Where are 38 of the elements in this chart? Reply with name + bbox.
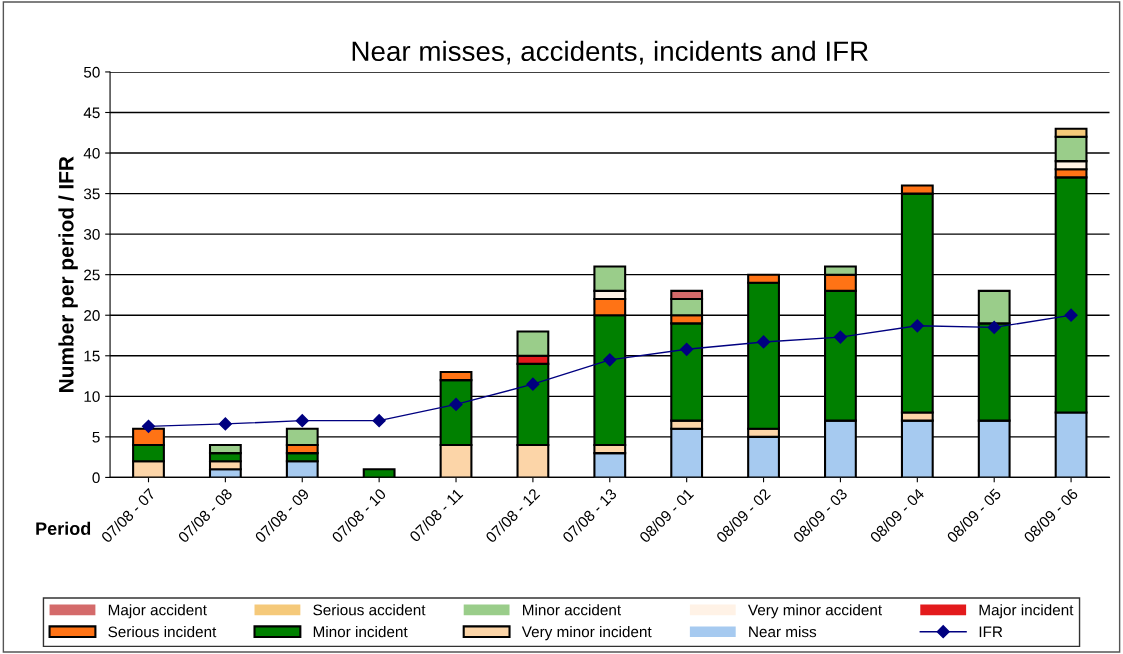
y-tick-label: 5: [92, 431, 100, 443]
legend-label: Near miss: [749, 626, 817, 638]
chart-title: Near misses, accidents, incidents and IFR: [352, 40, 868, 65]
y-axis-title: Number per period / IFR: [58, 156, 78, 392]
legend-label: Major accident: [108, 604, 207, 619]
point: [833, 330, 848, 344]
legend-label: Minor accident: [523, 604, 621, 616]
legend-label: Minor incident: [313, 626, 408, 638]
y-tick-label: 20: [84, 310, 100, 321]
bar: [362, 468, 396, 478]
point: [295, 414, 309, 428]
point: [756, 335, 771, 349]
legend-label: IFR: [979, 626, 1003, 638]
legend-label: Major incident: [979, 604, 1074, 619]
y-tick-label: 25: [84, 269, 100, 281]
point: [680, 342, 694, 356]
legend-label: Serious accident: [313, 604, 426, 616]
y-tick-label: 30: [83, 229, 100, 240]
y-tick-label: 40: [83, 147, 100, 159]
y-tick-label: 45: [83, 107, 100, 119]
point: [141, 419, 156, 433]
y-tick-label: 50: [83, 66, 100, 78]
legend-label: Very minor accident: [747, 604, 882, 619]
point: [526, 377, 540, 391]
y-tick-label: 35: [83, 188, 100, 200]
point: [603, 353, 617, 367]
point: [987, 320, 1001, 334]
point: [218, 417, 232, 431]
legend-label: Very minor incident: [521, 626, 652, 641]
y-tick-label: 15: [84, 350, 100, 362]
x-axis-title: Period: [36, 521, 91, 535]
point: [1064, 308, 1078, 322]
y-tick-label: 10: [84, 391, 100, 403]
point: [372, 414, 386, 428]
legend-label: Serious incident: [108, 626, 217, 638]
point: [449, 397, 463, 412]
point: [910, 319, 924, 333]
y-tick-label: 0: [92, 472, 100, 484]
